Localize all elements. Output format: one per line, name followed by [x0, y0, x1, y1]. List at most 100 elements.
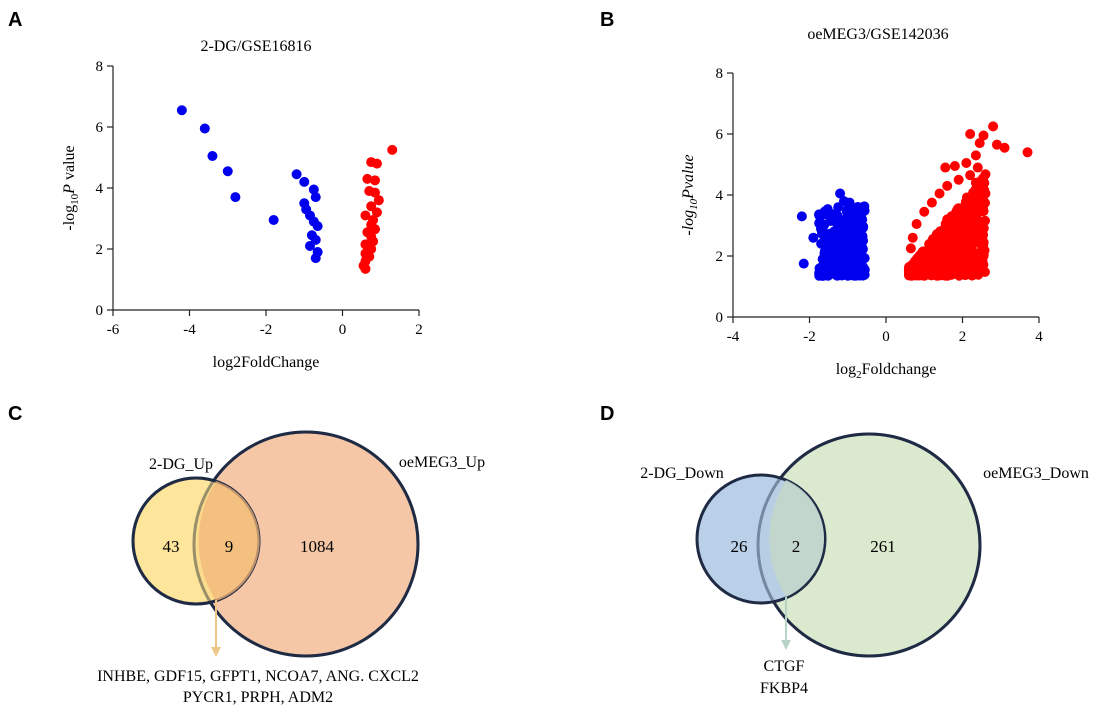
- data-point-up-a: [387, 144, 398, 155]
- venn-diagram-down: 2-DG_Down oeMEG3_Down 26 2 261 CTGF FKBP…: [640, 432, 1089, 697]
- venn-label-2dg-up: 2-DG_Up: [149, 456, 213, 473]
- data-point-up-a: [362, 173, 373, 184]
- venn-label-2dg-down: 2-DG_Down: [640, 465, 724, 482]
- y-tick-label-a: 6: [96, 120, 104, 136]
- data-point-up-a: [360, 263, 371, 274]
- data-point-down-a: [310, 253, 321, 264]
- panel-label-d: D: [600, 403, 614, 425]
- y-tick-label-a: 2: [96, 242, 104, 258]
- data-point-down-b: [817, 228, 828, 239]
- data-point-up-b: [905, 243, 916, 254]
- data-point-up-b: [970, 150, 981, 161]
- venn-count-overlap-down: 2: [792, 537, 801, 556]
- data-point-up-b: [999, 142, 1010, 153]
- data-point-up-b: [949, 161, 960, 172]
- venn-circle-oemeg3-up-edge: [192, 430, 420, 658]
- panel-label-b: B: [600, 9, 614, 31]
- data-point-up-b: [972, 162, 983, 173]
- x-tick-label-b: 2: [959, 329, 967, 345]
- y-tick-label-b: 0: [716, 310, 724, 326]
- data-point-up-b: [954, 265, 965, 276]
- chart-title-a: 2-DG/GSE16816: [200, 38, 311, 55]
- data-point-down-b: [846, 224, 857, 235]
- data-point-down-b: [853, 220, 864, 231]
- venn-count-oemeg3-only-down: 261: [870, 537, 896, 556]
- data-point-up-a: [370, 224, 381, 235]
- x-tick-label-a: -6: [107, 322, 120, 338]
- x-tick-label-b: -2: [803, 329, 816, 345]
- panel-label-a: A: [8, 9, 22, 31]
- data-point-up-b: [942, 180, 953, 191]
- data-point-down-b: [829, 236, 840, 247]
- data-point-down-a: [312, 221, 323, 232]
- data-point-down-b: [842, 216, 853, 227]
- data-point-up-b: [934, 188, 945, 199]
- data-point-down-a: [308, 184, 319, 195]
- data-point-down-b: [851, 250, 862, 261]
- data-point-up-a: [371, 158, 382, 169]
- data-point-down-a: [268, 215, 279, 226]
- venn-arrowhead-down: [781, 640, 791, 650]
- data-point-down-b: [835, 188, 846, 199]
- data-point-down-b: [840, 236, 851, 247]
- y-axis-label-a: -log10P value: [61, 145, 81, 230]
- data-point-down-b: [819, 206, 830, 217]
- data-point-up-b: [953, 174, 964, 185]
- data-point-up-b: [965, 129, 976, 139]
- data-point-down-b: [835, 256, 846, 267]
- data-point-down-a: [176, 105, 187, 116]
- data-point-up-b: [907, 232, 918, 243]
- data-point-up-a: [370, 175, 381, 186]
- x-tick-label-a: 0: [339, 322, 347, 338]
- venn-gene-list-down-line2: FKBP4: [760, 680, 808, 697]
- data-point-down-b: [857, 203, 868, 214]
- data-point-down-b: [840, 267, 851, 278]
- venn-count-2dg-only-up: 43: [163, 537, 180, 556]
- data-point-down-b: [814, 218, 825, 229]
- x-axis-label-a: log2FoldChange: [213, 354, 320, 371]
- data-point-up-b: [979, 177, 990, 188]
- venn-count-oemeg3-only-up: 1084: [300, 537, 335, 556]
- data-point-up-b: [950, 243, 961, 254]
- y-tick-label-a: 0: [96, 303, 104, 319]
- data-point-up-b: [964, 228, 975, 239]
- x-tick-label-a: 2: [415, 322, 423, 338]
- data-point-up-b: [962, 269, 973, 280]
- y-tick-label-b: 4: [716, 188, 724, 204]
- data-point-down-a: [207, 150, 218, 161]
- data-point-up-b: [1022, 147, 1033, 158]
- y-axis-label-b: -log10Pvalue: [680, 154, 700, 235]
- x-tick-label-a: -4: [183, 322, 196, 338]
- data-point-down-b: [854, 236, 865, 247]
- data-point-up-b: [919, 206, 930, 217]
- data-point-up-b: [965, 170, 976, 181]
- data-point-up-b: [974, 219, 985, 230]
- venn-gene-list-down-line1: CTGF: [764, 658, 805, 675]
- data-point-up-a: [360, 210, 371, 221]
- venn-overlap-shade-down: [769, 480, 825, 597]
- venn-label-oemeg3-up: oeMEG3_Up: [399, 454, 485, 471]
- data-point-down-b: [846, 259, 857, 270]
- data-point-up-b: [940, 162, 951, 173]
- data-point-down-b: [825, 213, 836, 224]
- data-point-up-b: [904, 269, 915, 280]
- data-point-up-b: [910, 257, 921, 268]
- data-point-up-b: [978, 130, 989, 141]
- data-point-up-b: [974, 185, 985, 196]
- data-point-up-b: [973, 252, 984, 263]
- data-point-down-b: [796, 211, 807, 222]
- data-point-up-b: [921, 255, 932, 266]
- venn-gene-list-up-line1: INHBE, GDF15, GFPT1, NCOA7, ANG. CXCL2: [97, 668, 419, 685]
- data-point-up-b: [934, 238, 945, 249]
- data-point-up-b: [974, 138, 985, 149]
- data-point-up-b: [949, 212, 960, 223]
- venn-label-oemeg3-down: oeMEG3_Down: [983, 465, 1089, 482]
- data-point-down-b: [829, 229, 840, 240]
- data-point-up-b: [925, 239, 936, 250]
- x-axis-label-b: log2Foldchange: [836, 361, 937, 381]
- data-point-up-b: [961, 199, 972, 210]
- data-point-down-a: [299, 176, 310, 187]
- data-point-down-a: [199, 123, 210, 134]
- data-point-up-b: [941, 257, 952, 268]
